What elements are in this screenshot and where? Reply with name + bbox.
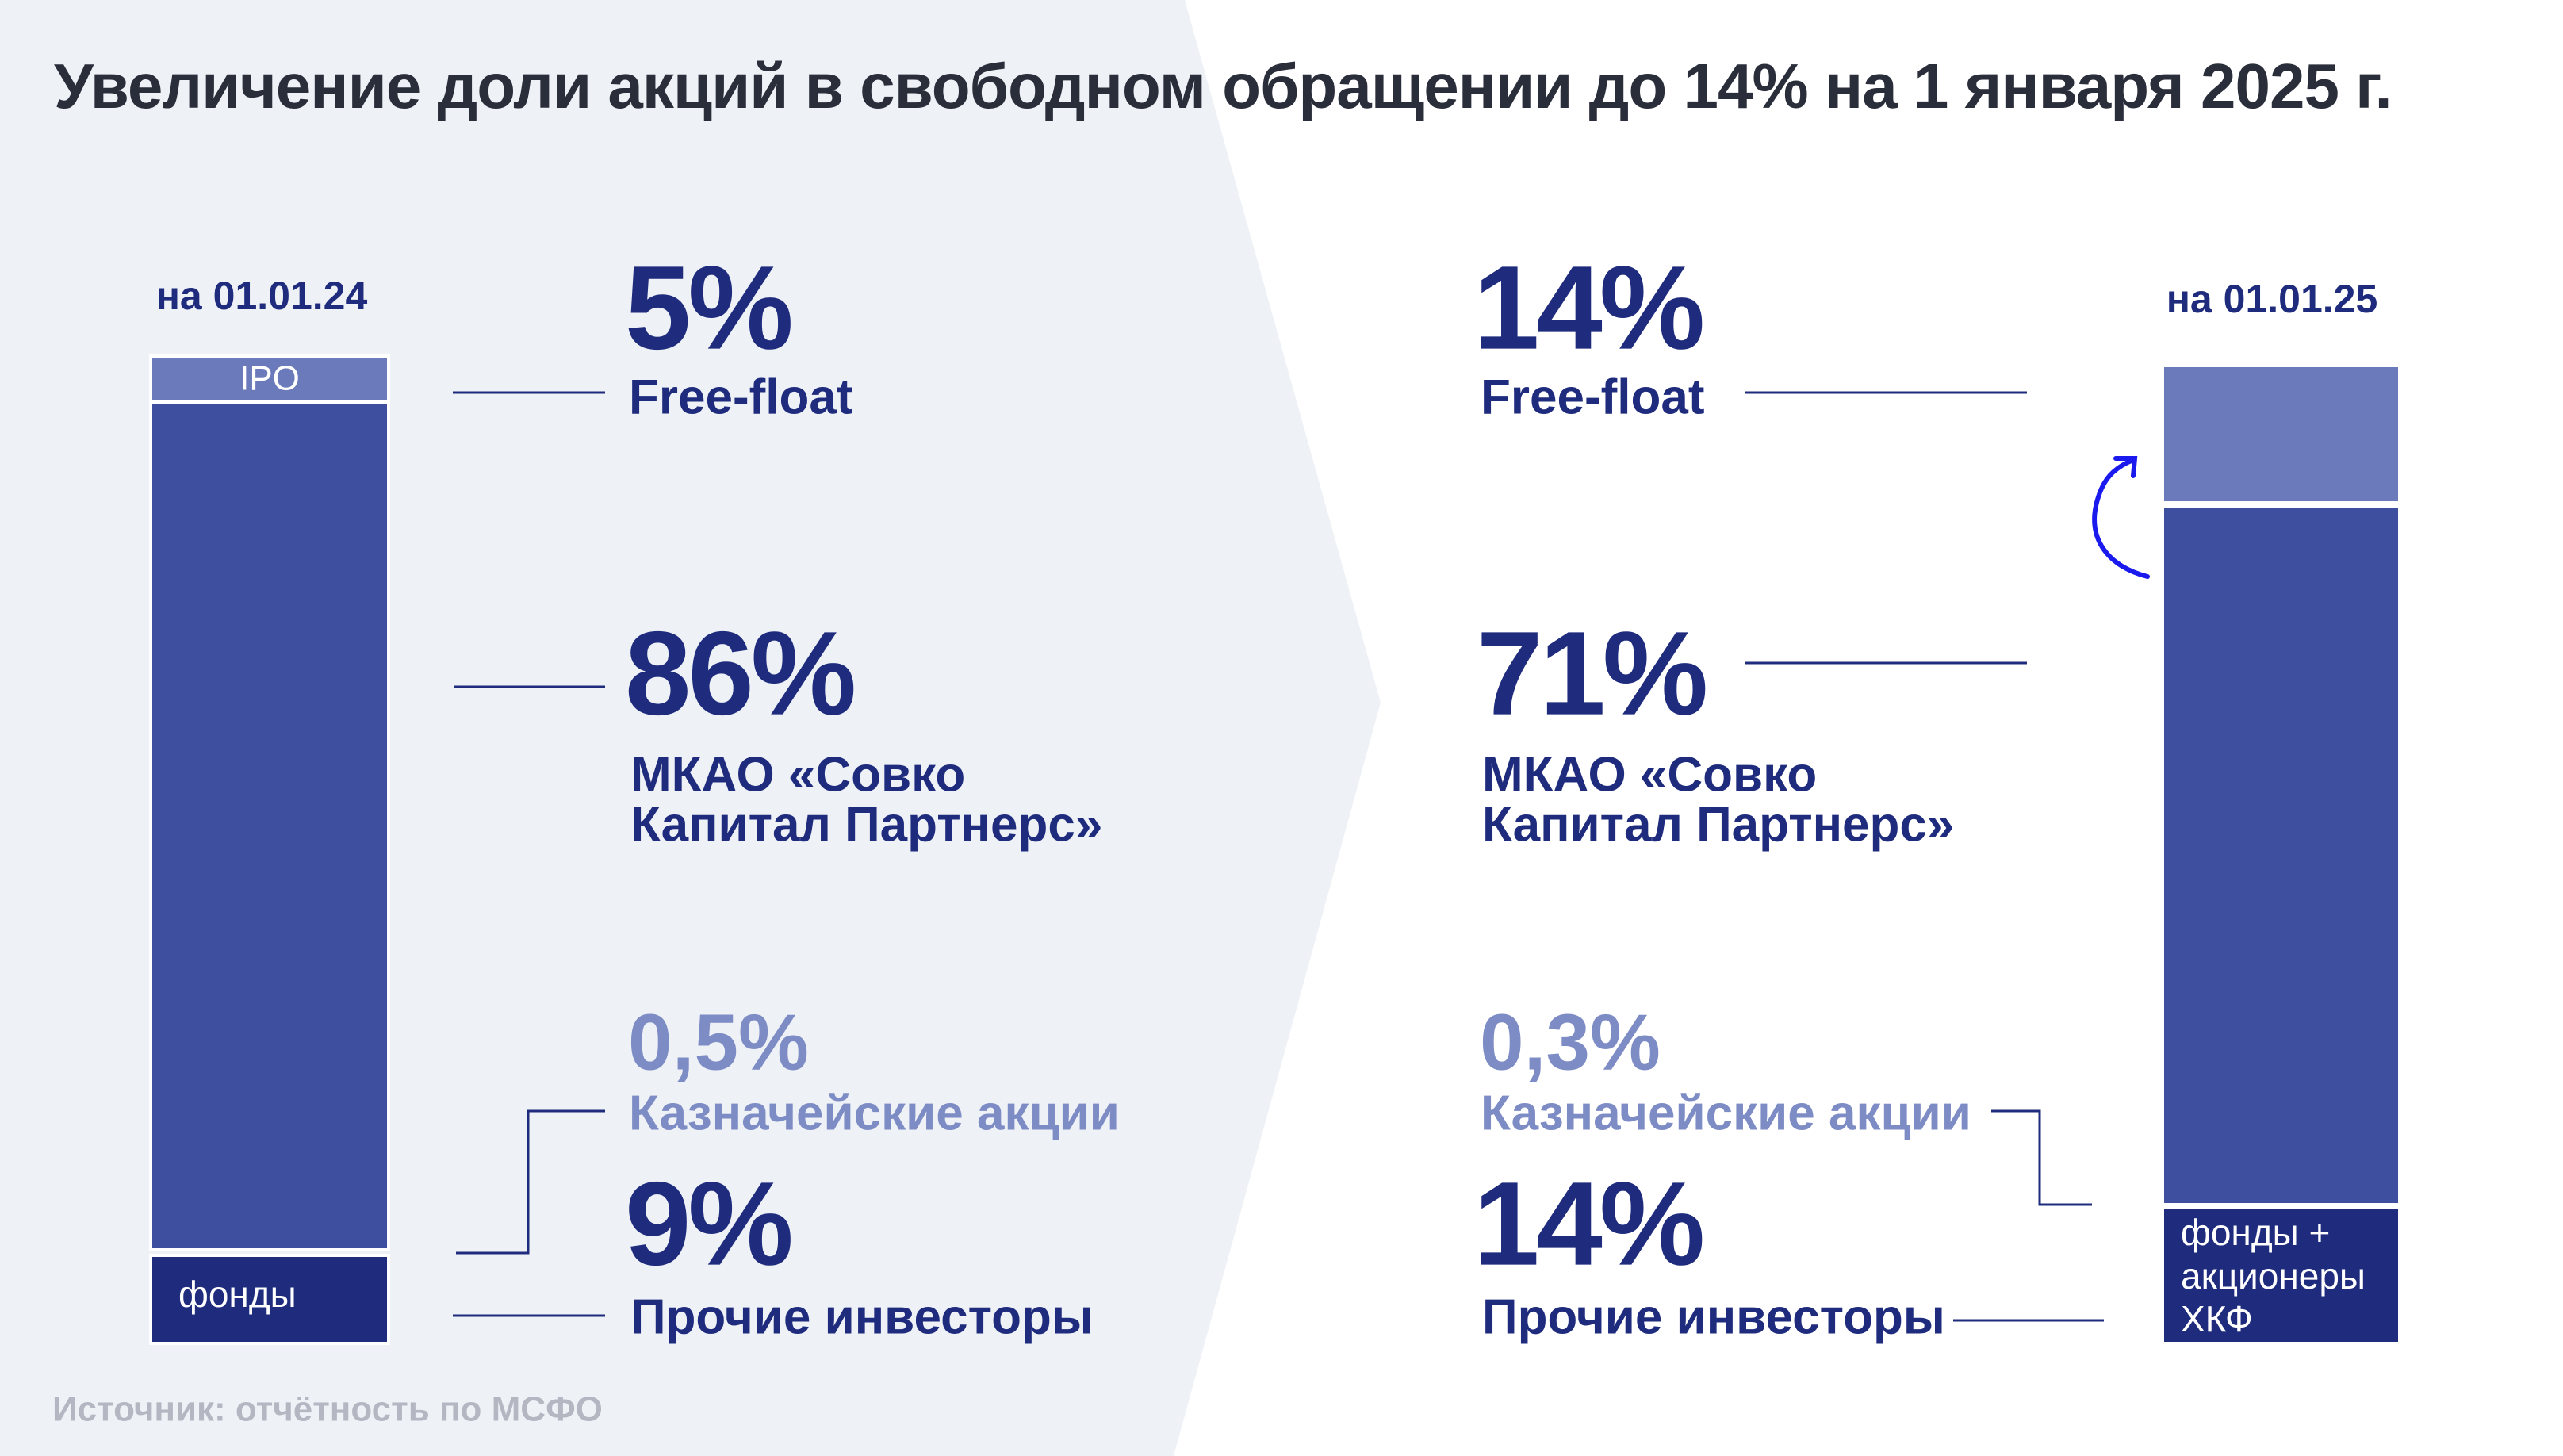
share-value: 0,3% bbox=[1480, 998, 1661, 1086]
share-value: 14% bbox=[1473, 1157, 1703, 1290]
source-note: Источник: отчётность по МСФО bbox=[52, 1390, 603, 1429]
share-value: 5% bbox=[625, 241, 791, 374]
share-label: Казначейские акции bbox=[629, 1086, 1120, 1140]
bar-label: ХКФ bbox=[2181, 1298, 2253, 1339]
share-label: Казначейские акции bbox=[1481, 1086, 1971, 1140]
bar-segment bbox=[149, 400, 390, 1251]
bar-segment bbox=[149, 1254, 390, 1345]
date-label: на 01.01.24 bbox=[156, 274, 368, 318]
bar-segment bbox=[2161, 505, 2401, 1206]
share-value: 9% bbox=[625, 1157, 791, 1290]
title: Увеличение доли акций в свободном обраще… bbox=[54, 51, 2392, 121]
share-label: Free-float bbox=[629, 370, 852, 424]
share-label: МКАО «Совко bbox=[1482, 747, 1817, 802]
hand-drawn-arrow bbox=[2092, 456, 2150, 579]
bar-label: фонды bbox=[178, 1274, 297, 1315]
share-label: Капитал Партнерс» bbox=[630, 797, 1102, 852]
share-label: МКАО «Совко bbox=[630, 747, 965, 802]
bar-label: акционеры bbox=[2181, 1255, 2366, 1297]
left-bar bbox=[149, 354, 390, 1345]
share-value: 0,5% bbox=[628, 998, 809, 1086]
date-label: на 01.01.25 bbox=[2166, 277, 2378, 321]
connector bbox=[1991, 1109, 2092, 1206]
bar-segment bbox=[2161, 364, 2401, 504]
share-value: 71% bbox=[1477, 607, 1706, 740]
share-label: Прочие инвесторы bbox=[630, 1289, 1094, 1344]
right-bar bbox=[2161, 364, 2401, 1345]
share-label: Капитал Партнерс» bbox=[1482, 797, 1954, 852]
bar-label: IPO bbox=[239, 359, 300, 398]
connector bbox=[456, 1109, 605, 1255]
share-value: 14% bbox=[1473, 241, 1703, 374]
bar-segment bbox=[2161, 1206, 2401, 1345]
share-label: Free-float bbox=[1481, 370, 1704, 424]
share-label: Прочие инвесторы bbox=[1482, 1289, 1945, 1344]
bar-segment bbox=[149, 354, 390, 404]
bar-label: фонды + bbox=[2181, 1212, 2330, 1253]
share-value: 86% bbox=[625, 607, 854, 740]
